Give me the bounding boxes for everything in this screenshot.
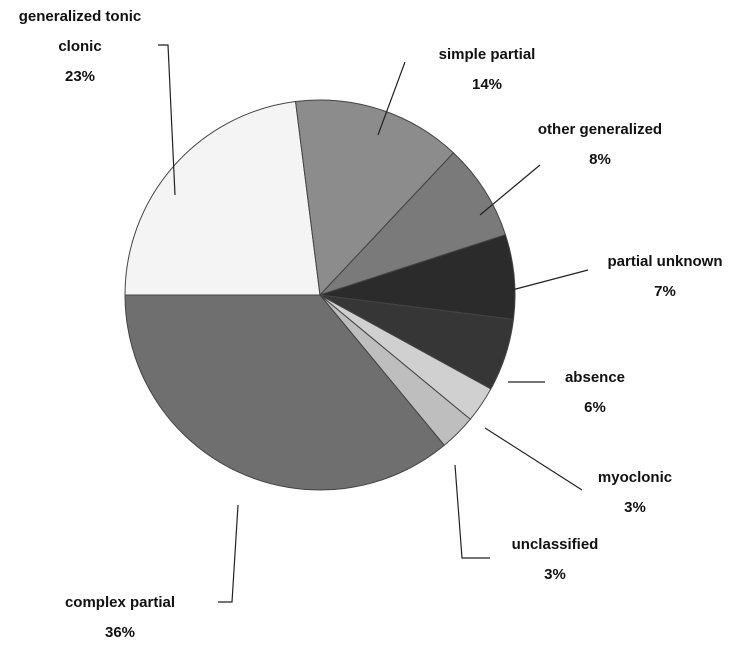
value-label: 23% — [64, 68, 96, 85]
slice-label: absence 6% — [545, 363, 645, 423]
value-label: 14% — [471, 76, 503, 93]
category-label: myoclonic — [597, 469, 673, 486]
value-label: 3% — [624, 499, 646, 516]
pie-slice — [124, 100, 321, 296]
leader-line — [454, 464, 490, 559]
value-label: 3% — [544, 566, 566, 583]
category-label: simple partial — [438, 46, 536, 63]
category-label: other generalized — [537, 121, 663, 138]
value-label: 7% — [654, 283, 676, 300]
pie-slice — [124, 294, 446, 491]
category-label: complex partial — [64, 594, 176, 611]
pie-slice — [295, 99, 455, 297]
value-label: 8% — [589, 151, 611, 168]
slice-label: simple partial 14% — [402, 40, 572, 100]
category-label: unclassified — [511, 536, 599, 553]
leader-line — [484, 427, 583, 491]
category-label: generalized tonic clonic — [18, 8, 142, 55]
value-label: 6% — [584, 399, 606, 416]
category-label: absence — [564, 369, 626, 386]
leader-line — [158, 44, 176, 196]
value-label: 36% — [104, 624, 136, 641]
leader-line — [511, 269, 589, 291]
pie-slice — [319, 152, 507, 296]
slice-label: unclassified 3% — [495, 530, 615, 590]
slice-label: partial unknown 7% — [580, 247, 750, 307]
slice-label: myoclonic 3% — [580, 463, 690, 523]
leader-line — [218, 504, 239, 603]
slice-label: generalized tonic clonic 23% — [5, 2, 155, 92]
category-label: partial unknown — [607, 253, 723, 270]
leader-line — [479, 164, 541, 216]
slice-label: other generalized 8% — [525, 115, 675, 175]
leader-line — [377, 61, 406, 136]
slice-label: complex partial 36% — [25, 588, 215, 648]
